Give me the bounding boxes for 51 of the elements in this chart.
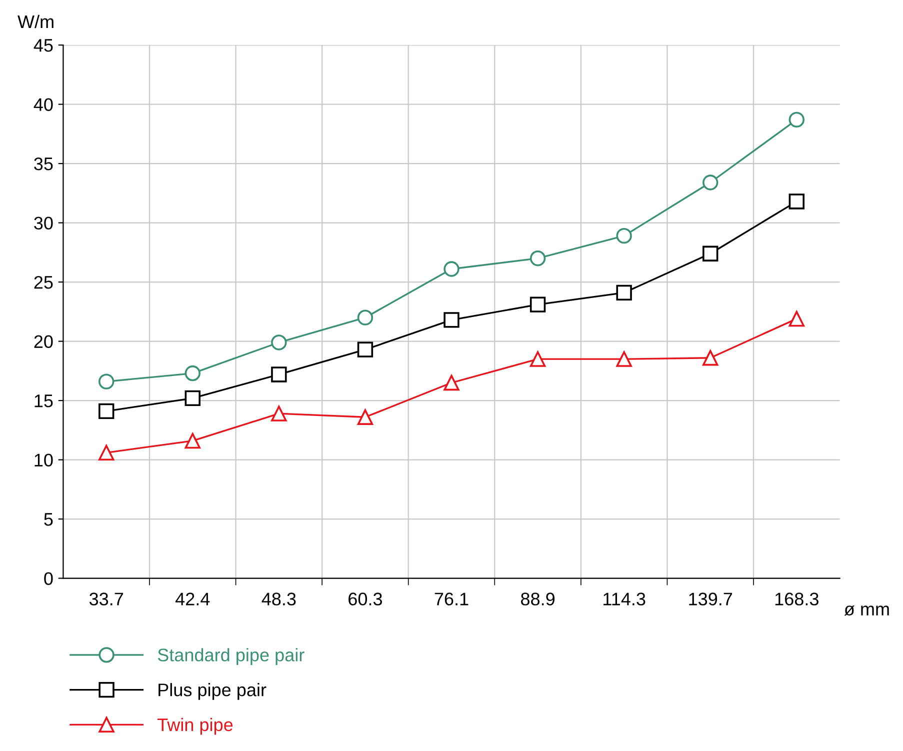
- point: [184, 365, 200, 382]
- point: [98, 403, 114, 420]
- x-tick-label: 42.4: [175, 592, 210, 606]
- point: [444, 312, 460, 328]
- y-tick-label: 25: [34, 276, 53, 289]
- point: [444, 374, 460, 391]
- x-tick-label: 76.1: [434, 592, 468, 606]
- y-tick-label: 40: [34, 98, 53, 112]
- x-tick-label: 33.7: [89, 592, 124, 606]
- y-tick-label: 35: [34, 157, 53, 170]
- y-tick-label: 5: [44, 513, 53, 526]
- point: [702, 246, 718, 262]
- x-tick-label: 88.9: [521, 592, 555, 606]
- point: [271, 406, 287, 422]
- point: [788, 310, 804, 327]
- point: [616, 284, 632, 301]
- y-tick-label: 0: [44, 572, 53, 585]
- point: [530, 351, 546, 367]
- point: [530, 296, 546, 312]
- point: [530, 250, 546, 266]
- x-tick-label: 48.3: [262, 592, 296, 606]
- point: [702, 350, 718, 366]
- point: [184, 390, 200, 406]
- point: [357, 409, 374, 425]
- point: [98, 374, 114, 390]
- x-tick-label: 139.7: [689, 592, 732, 606]
- point: [357, 310, 374, 326]
- point: [98, 444, 114, 461]
- point: [616, 351, 632, 367]
- legend-label: Standard pipe pair: [158, 648, 304, 665]
- x-axis-title: ø mm: [844, 606, 889, 616]
- point: [788, 112, 804, 128]
- y-axis-title: W/m: [18, 14, 54, 28]
- legend-label: Plus pipe pair: [158, 683, 266, 700]
- point: [184, 432, 200, 449]
- x-tick-label: 60.3: [348, 592, 382, 606]
- legend-label: Twin pipe: [158, 718, 233, 735]
- x-tick-label: 114.3: [604, 592, 646, 606]
- point: [444, 261, 460, 277]
- y-tick-label: 10: [34, 454, 53, 466]
- point: [616, 228, 632, 244]
- point: [357, 342, 374, 358]
- x-tick-label: 168.3: [775, 592, 818, 606]
- y-tick-label: 30: [34, 216, 53, 230]
- y-tick-label: 15: [34, 394, 53, 408]
- point: [271, 366, 287, 382]
- y-tick-label: 20: [34, 335, 53, 348]
- point: [788, 194, 804, 210]
- point: [271, 334, 287, 350]
- point: [702, 174, 718, 190]
- y-tick-label: 45: [34, 39, 53, 52]
